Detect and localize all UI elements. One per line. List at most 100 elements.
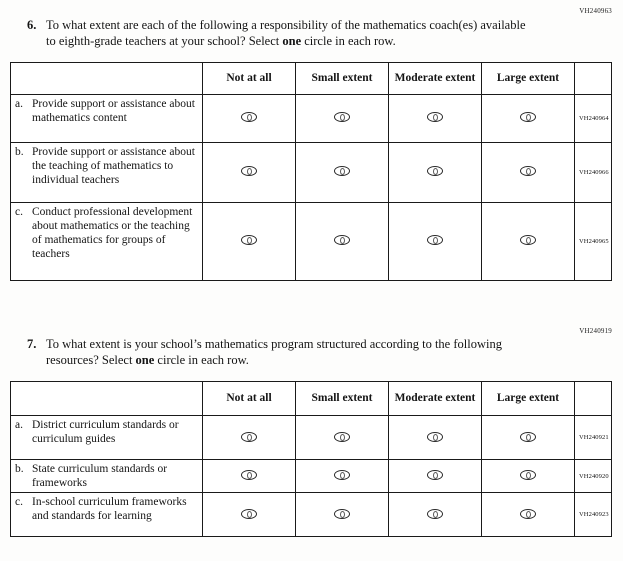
option-cell [388,459,482,494]
row-letter: c. [15,496,23,509]
option-cell [202,492,296,538]
question-6-number: 6. [27,17,37,32]
question-6-header-row: Not at all Small extent Moderate extent … [10,61,612,95]
question-7-text-bold: one [135,353,155,368]
question-7-text: To what extent is your school’s mathemat… [46,336,538,368]
header-blank-code-column [574,381,612,417]
table-row: b. Provide support or assistance about t… [10,141,612,203]
option-cell [481,459,575,494]
option-cell [202,415,296,461]
header-blank-label-column [10,61,203,95]
option-cell [481,415,575,461]
option-cell [481,93,575,143]
option-cell [295,141,389,203]
option-cell [388,93,482,143]
question-6-text-bold: one [282,33,302,48]
column-header-moderate-extent: Moderate extent [388,61,482,95]
table-row: b. State curriculum standards or framewo… [10,459,612,494]
response-circle-small-extent[interactable] [334,112,350,123]
column-header-small-extent: Small extent [295,381,389,417]
row-id-code: VH240923 [574,492,612,538]
column-header-small-extent: Small extent [295,61,389,95]
response-circle-large-extent[interactable] [520,508,536,519]
response-circle-moderate-extent[interactable] [427,235,443,246]
row-label-text: Conduct professional development about m… [32,205,193,260]
question-6-prompt: 6. To what extent are each of the follow… [27,17,612,49]
row-letter: a. [15,97,23,110]
option-cell [388,141,482,203]
option-cell [388,201,482,281]
option-cell [295,415,389,461]
row-label: a. Provide support or assistance about m… [10,93,203,143]
question-7-table: Not at all Small extent Moderate extent … [10,381,612,538]
response-circle-moderate-extent[interactable] [427,431,443,442]
row-id-code: VH240964 [574,93,612,143]
response-circle-large-extent[interactable] [520,112,536,123]
row-label: a. District curriculum standards or curr… [10,415,203,461]
row-label: c. Conduct professional development abou… [10,201,203,281]
response-circle-not-at-all[interactable] [241,508,257,519]
row-id-code: VH240965 [574,201,612,281]
table-row: c. Conduct professional development abou… [10,201,612,281]
question-6-text-post: circle in each row. [301,33,396,48]
response-circle-small-extent[interactable] [334,166,350,177]
question-7-number: 7. [27,337,37,352]
row-letter: b. [15,463,24,476]
question-6-section: VH240963 6. To what extent are each of t… [10,7,612,281]
option-cell [202,93,296,143]
response-circle-large-extent[interactable] [520,166,536,177]
row-label-text: State curriculum standards or frameworks [32,463,168,490]
response-circle-moderate-extent[interactable] [427,470,443,481]
question-7-text-pre: To what extent is your school’s mathemat… [46,337,502,368]
option-cell [295,459,389,494]
response-circle-not-at-all[interactable] [241,112,257,123]
question-7-prompt: 7. To what extent is your school’s mathe… [27,336,612,368]
response-circle-not-at-all[interactable] [241,431,257,442]
row-label: c. In-school curriculum frameworks and s… [10,492,203,538]
row-id-code: VH240966 [574,141,612,203]
option-cell [202,459,296,494]
option-cell [481,141,575,203]
row-letter: a. [15,419,23,432]
response-circle-small-extent[interactable] [334,431,350,442]
response-circle-large-extent[interactable] [520,470,536,481]
question-7-header-row: Not at all Small extent Moderate extent … [10,381,612,417]
question-7-section: VH240919 7. To what extent is your schoo… [10,326,612,538]
table-row: c. In-school curriculum frameworks and s… [10,492,612,538]
option-cell [202,141,296,203]
row-label-text: District curriculum standards or curricu… [32,419,179,446]
response-circle-moderate-extent[interactable] [427,166,443,177]
row-label-text: Provide support or assistance about the … [32,145,195,186]
response-circle-moderate-extent[interactable] [427,112,443,123]
question-7-text-post: circle in each row. [154,353,249,368]
response-circle-not-at-all[interactable] [241,235,257,246]
question-7-id-code: VH240919 [579,326,612,335]
column-header-moderate-extent: Moderate extent [388,381,482,417]
question-6-text: To what extent are each of the following… [46,17,538,49]
header-blank-code-column [574,61,612,95]
option-cell [481,201,575,281]
response-circle-large-extent[interactable] [520,235,536,246]
option-cell [481,492,575,538]
row-letter: b. [15,145,24,158]
response-circle-moderate-extent[interactable] [427,508,443,519]
header-blank-label-column [10,381,203,417]
column-header-large-extent: Large extent [481,61,575,95]
option-cell [388,415,482,461]
option-cell [295,201,389,281]
response-circle-small-extent[interactable] [334,235,350,246]
response-circle-large-extent[interactable] [520,431,536,442]
option-cell [202,201,296,281]
response-circle-not-at-all[interactable] [241,470,257,481]
option-cell [295,93,389,143]
row-id-code: VH240920 [574,459,612,494]
question-6-id-code: VH240963 [579,7,612,15]
option-cell [388,492,482,538]
option-cell [295,492,389,538]
question-6-table: Not at all Small extent Moderate extent … [10,61,612,281]
table-row: a. District curriculum standards or curr… [10,415,612,461]
response-circle-small-extent[interactable] [334,470,350,481]
response-circle-small-extent[interactable] [334,508,350,519]
response-circle-not-at-all[interactable] [241,166,257,177]
